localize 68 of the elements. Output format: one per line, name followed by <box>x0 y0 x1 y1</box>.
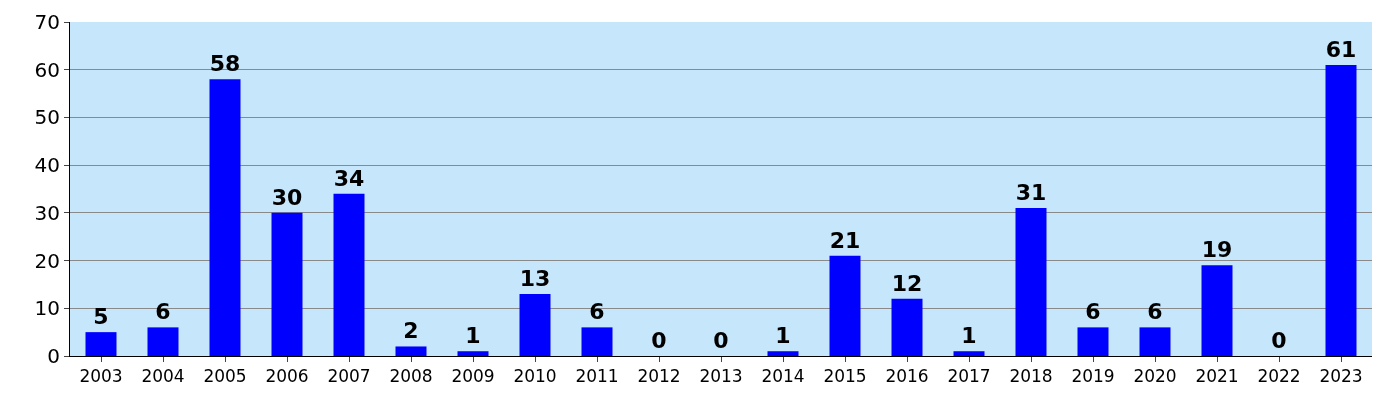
x-tick-label: 2023 <box>1319 366 1363 387</box>
data-label: 1 <box>775 323 791 349</box>
bar <box>519 293 551 356</box>
y-tick-label: 50 <box>34 105 60 130</box>
data-label: 6 <box>1147 299 1163 325</box>
data-label: 6 <box>155 299 171 325</box>
data-label: 34 <box>333 165 365 191</box>
x-tick-label: 2005 <box>203 366 247 387</box>
x-tick-label: 2014 <box>761 366 805 387</box>
bar <box>581 327 613 356</box>
x-tick-label: 2022 <box>1257 366 1301 387</box>
bar <box>85 332 117 356</box>
bar <box>1077 327 1109 356</box>
data-label: 0 <box>651 328 667 353</box>
data-label: 1 <box>465 323 481 349</box>
x-tick-label: 2010 <box>513 366 557 387</box>
data-label: 30 <box>271 184 303 210</box>
data-label: 0 <box>713 328 729 353</box>
data-label: 13 <box>519 265 551 291</box>
data-label: 21 <box>829 227 861 253</box>
y-tick-label: 20 <box>34 248 60 273</box>
bar <box>829 255 861 356</box>
data-label: 0 <box>1271 328 1287 353</box>
data-label: 1 <box>961 323 977 349</box>
data-label: 6 <box>1085 299 1101 325</box>
x-tick-label: 2019 <box>1071 366 1115 387</box>
x-tick-label: 2021 <box>1195 366 1239 387</box>
x-tick-label: 2015 <box>823 366 867 387</box>
x-tick-label: 2003 <box>79 366 123 387</box>
bar <box>209 79 241 356</box>
y-tick-label: 60 <box>34 57 60 82</box>
bar <box>333 193 365 356</box>
x-tick-label: 2009 <box>451 366 495 387</box>
bar <box>1201 265 1233 356</box>
bar <box>457 351 489 356</box>
x-tick-label: 2008 <box>389 366 433 387</box>
x-tick-label: 2020 <box>1133 366 1177 387</box>
data-label: 12 <box>891 270 923 296</box>
bar <box>395 346 427 356</box>
data-label: 61 <box>1325 36 1357 62</box>
x-tick-label: 2004 <box>141 366 185 387</box>
y-tick-label: 0 <box>47 344 60 368</box>
x-tick-label: 2017 <box>947 366 991 387</box>
x-tick-label: 2011 <box>575 366 619 387</box>
bar <box>1325 64 1357 356</box>
y-tick-label: 40 <box>34 153 60 178</box>
x-tick-label: 2006 <box>265 366 309 387</box>
y-tick-label: 30 <box>34 200 60 225</box>
y-tick-label: 10 <box>34 296 60 321</box>
data-label: 6 <box>589 299 605 325</box>
x-tick-label: 2007 <box>327 366 371 387</box>
bar <box>1015 208 1047 356</box>
data-label: 2 <box>403 318 419 344</box>
bar <box>953 351 985 356</box>
bar <box>767 351 799 356</box>
x-tick-label: 2016 <box>885 366 929 387</box>
data-label: 19 <box>1201 237 1233 263</box>
data-label: 31 <box>1015 180 1047 206</box>
x-tick-label: 2013 <box>699 366 743 387</box>
x-tick-label: 2018 <box>1009 366 1053 387</box>
bar <box>1139 327 1171 356</box>
bar <box>147 327 179 356</box>
data-label: 5 <box>93 304 109 330</box>
x-tick-label: 2012 <box>637 366 681 387</box>
y-tick-label: 70 <box>34 10 60 34</box>
data-label: 58 <box>209 51 241 77</box>
bar <box>271 212 303 356</box>
bar <box>891 298 923 356</box>
